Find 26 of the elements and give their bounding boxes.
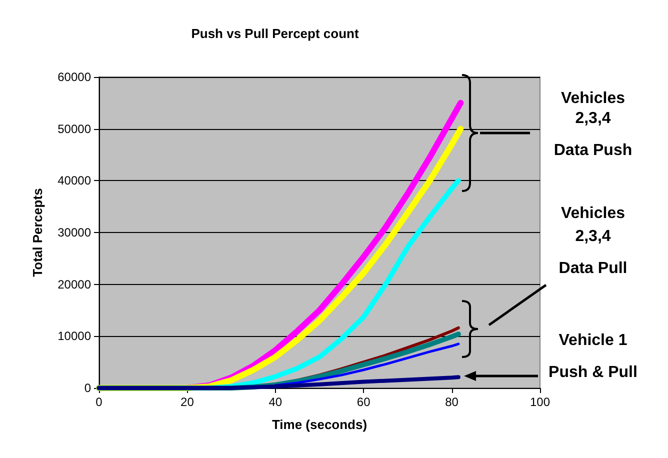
text: 2,3,4 xyxy=(574,110,612,128)
text: Data Push xyxy=(552,142,634,160)
chart-title: Push vs Pull Percept count xyxy=(191,26,360,41)
y-tick-label: 60000 xyxy=(58,70,92,84)
text: Vehicles xyxy=(560,90,626,108)
x-tick-label: 20 xyxy=(180,395,194,409)
line-series xyxy=(274,342,460,387)
text: Data Pull xyxy=(558,260,628,278)
y-axis-title: Total Percepts xyxy=(30,188,45,277)
y-tick-label: 40000 xyxy=(58,174,92,188)
line-series xyxy=(97,375,460,390)
y-tick-label: 10000 xyxy=(58,329,92,344)
x-tick-label: 80 xyxy=(445,395,459,409)
x-tick-label: 40 xyxy=(268,395,282,409)
text: 2,3,4 xyxy=(574,228,612,246)
y-tick-label: 30000 xyxy=(58,226,92,240)
text: Push & Pull xyxy=(548,364,638,382)
x-tick-label: 60 xyxy=(356,395,371,409)
x-axis-title: Time (seconds) xyxy=(272,417,368,432)
y-tick-label: 50000 xyxy=(58,122,92,136)
x-tick-label: 0 xyxy=(96,395,103,409)
y-tick-label: 20000 xyxy=(58,277,92,292)
text: Vehicles xyxy=(560,205,626,223)
text: Vehicle 1 xyxy=(558,332,628,350)
x-tick-label: 100 xyxy=(530,395,550,409)
y-tick-label: 0 xyxy=(84,381,92,395)
